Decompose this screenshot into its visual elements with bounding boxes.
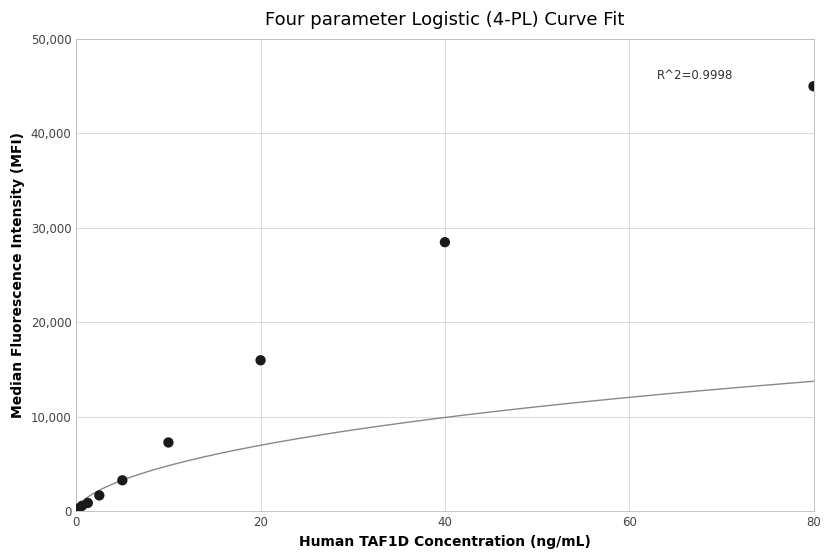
Point [807,82,820,91]
Point [92,491,106,500]
Point [116,476,129,485]
Y-axis label: Median Fluorescence Intensity (MFI): Median Fluorescence Intensity (MFI) [11,132,25,418]
Point [254,356,267,365]
Text: R^2=0.9998: R^2=0.9998 [656,69,733,82]
X-axis label: Human TAF1D Concentration (ng/mL): Human TAF1D Concentration (ng/mL) [299,535,591,549]
Point [161,438,175,447]
Point [438,237,452,246]
Point [76,501,89,510]
Point [82,498,95,507]
Point [71,506,84,515]
Point [72,503,86,512]
Title: Four parameter Logistic (4-PL) Curve Fit: Four parameter Logistic (4-PL) Curve Fit [265,11,625,29]
